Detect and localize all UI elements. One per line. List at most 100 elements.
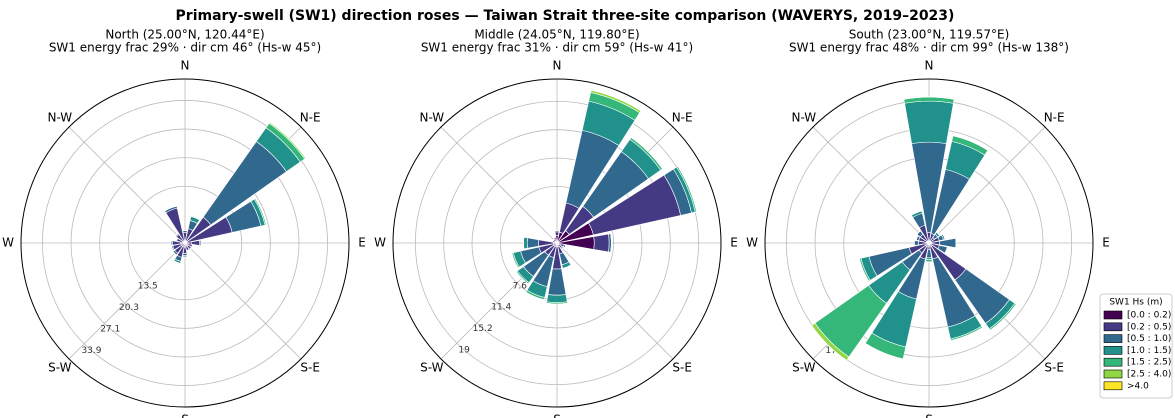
- spoke: [184, 242, 302, 360]
- rose-segment: [990, 304, 1017, 331]
- direction-label: N-W: [419, 110, 444, 124]
- rose-segment: [186, 249, 190, 252]
- direction-label: E: [358, 236, 366, 250]
- rose-segment: [526, 237, 539, 249]
- rose-segment: [591, 89, 642, 112]
- direction-label: W: [746, 236, 758, 250]
- rose-segment: [936, 232, 940, 236]
- grid-ring: [70, 128, 300, 358]
- legend-label: >4.0: [1127, 381, 1149, 391]
- grid-ring: [99, 157, 271, 329]
- r-tick-label: 27.1: [100, 325, 120, 335]
- rose-segment: [164, 205, 177, 212]
- rose-segment: [554, 231, 560, 237]
- direction-label: N-E: [1044, 110, 1065, 124]
- r-tick-label: 33.9: [81, 346, 101, 356]
- direction-label: N-E: [672, 110, 693, 124]
- direction-label: N: [181, 59, 190, 73]
- rose-segment: [523, 236, 528, 250]
- legend-label: [1.0 : 1.5): [1127, 346, 1171, 356]
- spoke: [68, 242, 186, 360]
- legend-label: [0.0 : 0.2): [1127, 311, 1171, 321]
- r-tick-label: 19: [458, 345, 470, 355]
- legend-swatch: [1103, 346, 1123, 355]
- direction-label: N-W: [47, 110, 72, 124]
- rose-segment: [942, 234, 946, 240]
- rose-segment: [593, 233, 610, 253]
- legend-label: [2.5 : 4.0): [1127, 370, 1171, 380]
- direction-label: S-E: [300, 361, 320, 375]
- rose-segment: [173, 260, 181, 264]
- direction-label: S: [553, 413, 561, 418]
- r-tick-label: 7.6: [513, 281, 528, 291]
- rose-segment: [564, 244, 567, 248]
- legend-label: [0.2 : 0.5): [1127, 322, 1171, 332]
- rose-segment: [175, 237, 178, 242]
- rose-segment: [515, 271, 529, 285]
- spoke: [68, 126, 186, 244]
- chart-subtitle: SW1 energy frac 31% · dir cm 59° (Hs-w 4…: [421, 41, 693, 55]
- grid-ring: [471, 157, 643, 329]
- direction-label: N: [925, 59, 934, 73]
- direction-label: S-E: [672, 361, 692, 375]
- legend-label: [0.5 : 1.0): [1127, 334, 1171, 344]
- legend-swatch: [1103, 369, 1123, 379]
- axis-frame: [764, 78, 1094, 408]
- direction-label: S-W: [792, 361, 815, 375]
- legend-swatch: [1103, 357, 1123, 367]
- spoke: [556, 242, 674, 360]
- grid-ring: [127, 185, 243, 301]
- rose-segment: [562, 264, 572, 269]
- rose-segment: [811, 325, 847, 361]
- legend-title: SW1 Hs (m): [1109, 298, 1162, 308]
- rose-segment: [191, 244, 194, 248]
- chart-title: North (25.00°N, 120.44°E): [105, 28, 264, 42]
- rose-segment: [865, 343, 904, 360]
- direction-label: N-E: [300, 110, 321, 124]
- rose-segment: [610, 233, 612, 253]
- direction-label: S: [925, 413, 933, 418]
- rose-segment: [553, 236, 556, 239]
- r-tick-label: 11.4: [491, 303, 511, 313]
- rose-segment: [904, 100, 954, 144]
- rose-segment: [546, 294, 568, 303]
- rose-segment: [255, 198, 267, 225]
- r-tick-label: 13.5: [138, 281, 158, 291]
- spoke: [812, 126, 930, 244]
- rose-segment: [269, 121, 307, 159]
- chart-title: Middle (24.05°N, 119.80°E): [474, 28, 639, 42]
- legend-swatch: [1103, 310, 1123, 320]
- chart-subtitle: SW1 energy frac 29% · dir cm 46° (Hs-w 4…: [49, 41, 321, 55]
- grid-ring: [42, 100, 328, 386]
- rose-segment: [913, 240, 919, 246]
- direction-label: S-E: [1044, 361, 1064, 375]
- chart-title: South (23.00°N, 119.57°E): [849, 28, 1010, 42]
- legend-swatch: [1103, 334, 1123, 343]
- legend: SW1 Hs (m) [0.0 : 0.2)[0.2 : 0.5) [0.5 : 1…: [1099, 293, 1173, 399]
- spoke: [928, 126, 1046, 244]
- polar-axis: N N-E E S-E S S-W W N-W 13.5 20.3 27.1 33.9: [2, 59, 366, 418]
- direction-label: E: [730, 236, 738, 250]
- rose-segment: [547, 268, 567, 296]
- r-tick-label: 15.2: [473, 324, 493, 334]
- spoke: [440, 126, 558, 244]
- rose-segment: [172, 251, 177, 256]
- axis-frame: [20, 78, 350, 408]
- direction-label: S: [181, 413, 189, 418]
- grid-ring: [443, 129, 671, 357]
- grid-ring: [414, 100, 700, 386]
- direction-label: W: [374, 236, 386, 250]
- legend-label: [1.5 : 2.5): [1127, 358, 1171, 368]
- figure-title: Primary-swell (SW1) direction roses — Ta…: [176, 8, 955, 24]
- direction-label: W: [2, 236, 14, 250]
- direction-label: E: [1102, 236, 1110, 250]
- axis-frame: [392, 78, 722, 408]
- legend-swatch: [1103, 322, 1123, 332]
- legend-swatch: [1103, 381, 1123, 391]
- rose-segment: [915, 235, 919, 241]
- direction-label: N-W: [791, 110, 816, 124]
- direction-label: S-W: [48, 361, 71, 375]
- chart-subtitle: SW1 energy frac 48% · dir cm 99° (Hs-w 1…: [789, 41, 1069, 55]
- direction-label: S-W: [420, 361, 443, 375]
